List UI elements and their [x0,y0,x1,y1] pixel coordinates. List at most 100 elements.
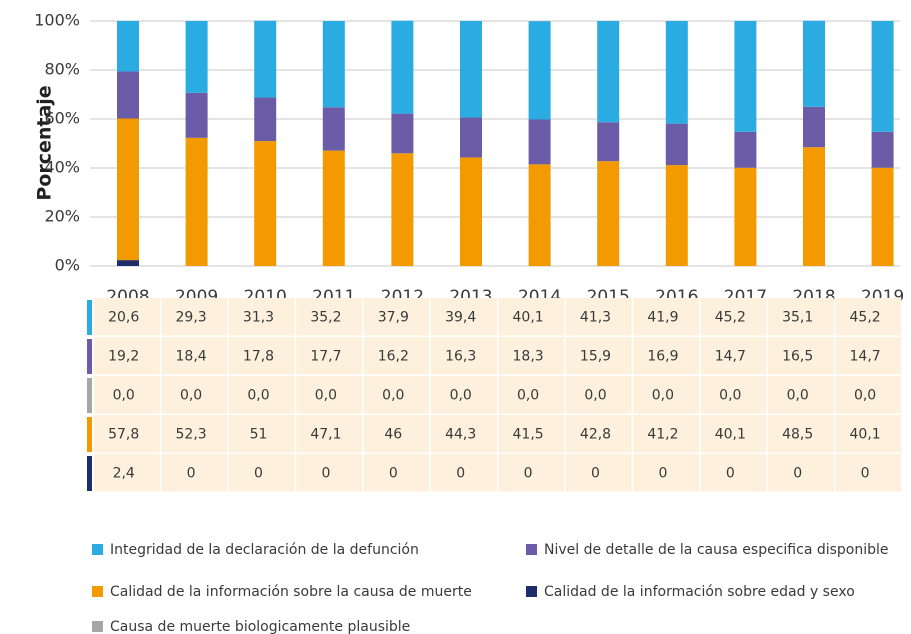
table-value: 0 [456,466,465,482]
table-cell [228,337,295,375]
bar-segment [597,21,620,123]
legend-label: Integridad de la declaración de la defun… [110,542,419,558]
y-axis-title: Porcentaje [34,85,56,200]
table-cell [700,454,767,492]
table-value: 0 [793,466,802,482]
table-value: 41,2 [647,427,678,443]
legend-swatch [526,586,537,597]
bar-segment [528,164,551,266]
table-value: 0,0 [315,388,337,404]
table-value: 0 [524,466,533,482]
table-value: 16,5 [782,349,813,365]
table-value: 18,4 [176,349,207,365]
table-cell [431,298,497,336]
bar-segment [528,21,551,120]
table-value: 0 [726,466,735,482]
table-cell [363,298,430,336]
table-cell [700,298,767,336]
bar-segment [254,20,277,98]
legend-swatch [92,621,103,632]
table-cell [228,376,295,414]
table-value: 41,5 [513,427,544,443]
table-value: 19,2 [108,349,139,365]
y-tick-label: 0% [55,256,80,275]
table-value: 0 [321,466,330,482]
table-value: 17,7 [310,349,341,365]
table-cell [768,415,834,453]
table-cell [363,415,430,453]
table-value: 16,3 [445,349,476,365]
bar-segment [322,150,345,266]
legend-swatch [92,544,103,555]
table-cell [161,376,228,414]
bar-segment [117,118,139,261]
bar-segment [871,167,894,266]
legend-swatch [92,586,103,597]
table-cell [768,337,834,375]
table-cell [498,337,565,375]
bar-segment [665,123,688,166]
table-value: 45,2 [715,310,746,326]
bar-segment [803,20,825,107]
y-tick-label: 80% [44,60,80,79]
legend-swatch [526,544,537,555]
table-cell [498,415,565,453]
table-value: 47,1 [310,427,341,443]
table-value: 46 [384,427,402,443]
table-cell [835,415,902,453]
table-cell [498,454,565,492]
table-value: 57,8 [108,427,139,443]
table-cell [633,454,700,492]
table-value: 40,1 [850,427,881,443]
bar-segment [254,141,277,266]
bar-segment [391,113,414,154]
table-value: 37,9 [378,310,409,326]
legend-label: Calidad de la información sobre la causa… [110,584,472,600]
table-cell [94,415,160,453]
table-value: 0,0 [719,388,741,404]
table-cell [565,298,632,336]
table-value: 0 [254,466,263,482]
table-value: 0,0 [113,388,135,404]
bar-segment [665,21,688,124]
table-cell [228,415,295,453]
table-cell [565,415,632,453]
table-value: 40,1 [715,427,746,443]
legend-label: Calidad de la información sobre edad y s… [544,584,855,600]
bar-segment [117,260,139,266]
table-value: 14,7 [850,349,881,365]
table-value: 42,8 [580,427,611,443]
table-value: 48,5 [782,427,813,443]
table-value: 0 [591,466,600,482]
bar-segment [597,122,620,162]
table-cell [565,376,632,414]
table-cell [228,454,295,492]
table-value: 0,0 [787,388,809,404]
table-value: 0,0 [517,388,539,404]
bar-segment [322,21,345,108]
table-value: 16,2 [378,349,409,365]
table-cell [700,415,767,453]
table-cell [363,454,430,492]
bar-segment [528,119,551,165]
table-value: 35,1 [782,310,813,326]
table-value: 0,0 [247,388,269,404]
table-cell [835,298,902,336]
table-cell [296,298,363,336]
table-cell [835,454,902,492]
table-cell [498,376,565,414]
table-value: 52,3 [176,427,207,443]
bar-segment [460,157,482,266]
table-cell [296,376,363,414]
table-cell [835,376,902,414]
table-cell [700,376,767,414]
table-cell [498,298,565,336]
table-cell [768,454,834,492]
bar-segment [871,21,894,132]
table-value: 2,4 [113,466,135,482]
table-cell [633,337,700,375]
table-value: 40,1 [513,310,544,326]
table-value: 0,0 [854,388,876,404]
table-value: 41,3 [580,310,611,326]
